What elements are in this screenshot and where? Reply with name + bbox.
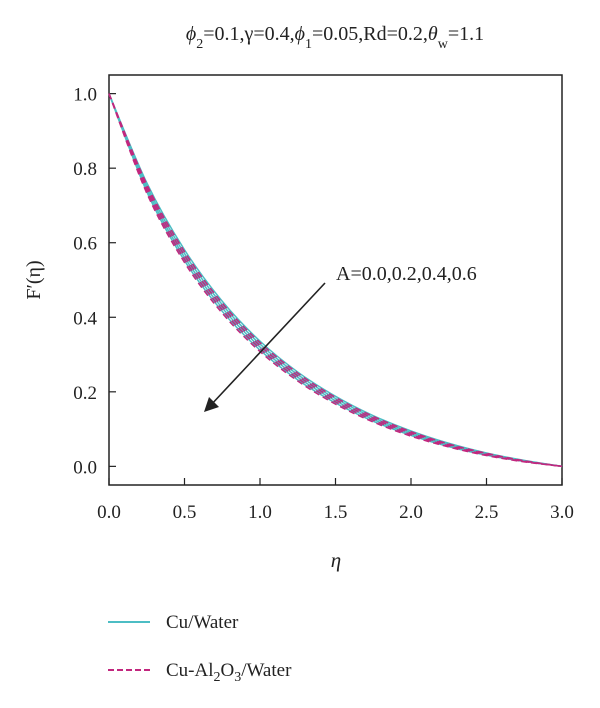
legend-item-cu-water: Cu/Water (108, 612, 238, 634)
y-axis-label: F′(η) (23, 260, 45, 299)
legend-swatch-dashed (108, 668, 150, 671)
y-tick-label: 0.6 (73, 234, 97, 255)
x-tick-label: 0.0 (97, 502, 121, 523)
series-lines (108, 93, 563, 468)
cu-al2o3-water-line-a-0-6 (108, 93, 563, 468)
annotation-arrow-head (204, 397, 219, 412)
y-tick-label: 0.2 (73, 383, 97, 404)
cu-al2o3-water-line-a-0 (108, 93, 563, 468)
y-tick-label: 1.0 (73, 85, 97, 106)
x-tick-label: 0.5 (173, 502, 197, 523)
x-tick-label: 2.5 (475, 502, 499, 523)
y-tick-label: 0.0 (73, 457, 97, 478)
chart-title: ϕ2=0.1,γ=0.4,ϕ1=0.05,Rd=0.2,θw=1.1 (186, 23, 484, 52)
x-tick-label: 1.0 (248, 502, 272, 523)
annotation-arrow (209, 282, 326, 407)
y-tick-label: 0.4 (73, 308, 97, 329)
legend-item-cu-al2o3-water: Cu-Al2O3/Water (108, 660, 291, 686)
axis-ticks: 0.0 0.5 1.0 1.5 2.0 2.5 3.0 0.0 0.2 0.4 0.6 0.8 1.0 (73, 85, 574, 523)
legend-label: Cu-Al2O3/Water (166, 660, 292, 685)
annotation-label: A=0.0,0.2,0.4,0.6 (336, 263, 477, 285)
legend-swatch-solid (108, 620, 150, 623)
annotation: A=0.0,0.2,0.4,0.6 (204, 263, 477, 412)
x-axis-label: η (331, 548, 341, 572)
x-tick-label: 1.5 (324, 502, 348, 523)
x-tick-label: 3.0 (550, 502, 574, 523)
x-tick-label: 2.0 (399, 502, 423, 523)
legend-label: Cu/Water (166, 612, 239, 633)
y-tick-label: 0.8 (73, 159, 97, 180)
